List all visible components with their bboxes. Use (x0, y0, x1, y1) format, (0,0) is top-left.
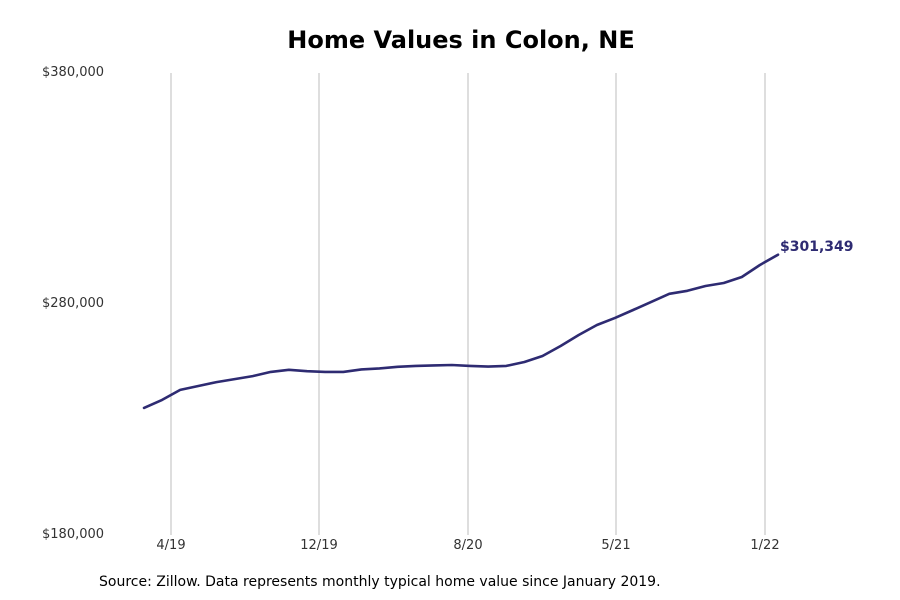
x-tick-4-19: 4/19 (156, 538, 186, 553)
end-value-label: $301,349 (780, 239, 854, 255)
y-tick-280000: $280,000 (42, 296, 105, 311)
source-note: Source: Zillow. Data represents monthly … (99, 574, 661, 590)
x-tick-12-19: 12/19 (300, 538, 338, 553)
chart-title: Home Values in Colon, NE (287, 26, 635, 54)
home-value-line (142, 253, 780, 410)
x-tick-5-21: 5/21 (601, 538, 631, 553)
vertical-gridlines (170, 73, 766, 535)
x-tick-8-20: 8/20 (453, 538, 483, 553)
x-tick-1-22: 1/22 (750, 538, 780, 553)
y-tick-380000: $380,000 (42, 65, 105, 80)
y-tick-180000: $180,000 (42, 527, 105, 542)
